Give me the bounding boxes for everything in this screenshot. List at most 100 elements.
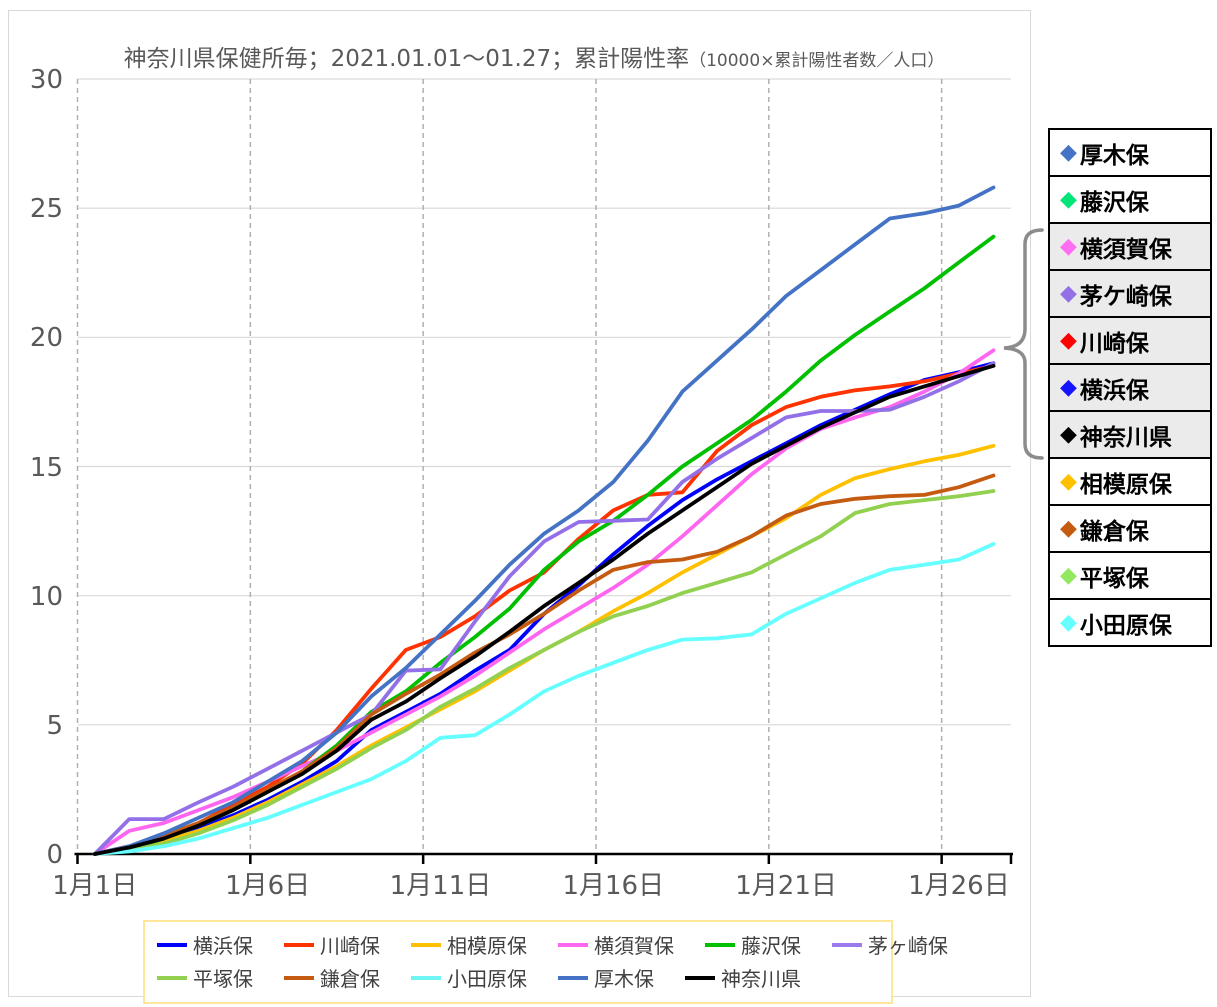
chart-title: 神奈川県保健所毎；2021.01.01〜01.27；累計陽性率（10000×累計…	[79, 39, 989, 73]
chart-title-main: 神奈川県保健所毎；2021.01.01〜01.27；累計陽性率	[123, 46, 690, 72]
chart-title-sub: （10000×累計陽性者数／人口）	[689, 51, 945, 71]
bottom-legend-item[interactable]: 川崎保	[284, 930, 380, 959]
right-legend-label: 厚木保	[1079, 142, 1149, 169]
bottom-legend-item[interactable]: 厚木保	[558, 963, 654, 992]
bottom-legend-item[interactable]: 相模原保	[411, 930, 527, 959]
diamond-marker-icon: ◆	[1060, 515, 1077, 541]
x-axis-label: 1月26日	[908, 871, 1010, 901]
right-legend-row[interactable]: ◆ 神奈川県	[1050, 410, 1210, 457]
series-line-kamakura[interactable]	[92, 473, 996, 856]
x-axis-label: 1月16日	[562, 871, 665, 901]
bottom-legend-item[interactable]: 平塚保	[157, 963, 253, 992]
diamond-marker-icon: ◆	[1060, 374, 1077, 400]
x-axis-label: 1月21日	[735, 871, 837, 901]
series-line-atsugi[interactable]	[92, 185, 996, 856]
diamond-marker-icon: ◆	[1060, 609, 1077, 635]
bottom-legend-item[interactable]: 神奈川県	[685, 963, 801, 992]
bottom-legend-label: 相模原保	[447, 934, 527, 958]
right-legend-label: 相模原保	[1079, 471, 1172, 498]
bottom-legend-label: 神奈川県	[721, 967, 801, 991]
series-line-chigasaki[interactable]	[92, 361, 996, 856]
right-legend-table: ◆ 厚木保 ◆ 藤沢保 ◆ 横須賀保 ◆ 茅ケ崎保 ◆ 川崎保 ◆ 横浜保 ◆ 神奈川県 ◆ 相模原保 ◆ 鎌倉保…	[1048, 128, 1212, 647]
bottom-legend-item[interactable]: 茅ヶ崎保	[832, 930, 948, 959]
series-line-yokohama[interactable]	[92, 361, 996, 856]
right-legend-row[interactable]: ◆ 相模原保	[1050, 457, 1210, 504]
y-axis-label: 30	[29, 65, 63, 95]
right-legend-label: 横須賀保	[1079, 236, 1172, 263]
bottom-legend-label: 横浜保	[193, 934, 253, 958]
series-line-hiratsuka[interactable]	[92, 489, 996, 856]
y-axis-label: 20	[29, 323, 63, 354]
diamond-marker-icon: ◆	[1060, 421, 1077, 447]
line-swatch-icon	[705, 942, 735, 947]
x-axis-label: 1月11日	[389, 871, 492, 901]
y-axis-label: 10	[29, 581, 63, 612]
plot-area	[74, 78, 1013, 864]
right-legend-row[interactable]: ◆ 横浜保	[1050, 363, 1210, 410]
bottom-legend-label: 川崎保	[320, 934, 380, 958]
line-swatch-icon	[558, 942, 588, 947]
bottom-legend-label: 鎌倉保	[320, 967, 380, 991]
diamond-marker-icon: ◆	[1060, 468, 1077, 494]
right-legend-label: 川崎保	[1079, 330, 1149, 357]
right-legend-row[interactable]: ◆ 川崎保	[1050, 316, 1210, 363]
bottom-legend-item[interactable]: 小田原保	[411, 963, 527, 992]
right-legend-row[interactable]: ◆ 厚木保	[1050, 130, 1210, 175]
line-swatch-icon	[558, 975, 588, 980]
bottom-legend: 横浜保 川崎保 相模原保 横須賀保 藤沢保 茅ヶ崎保平塚保 鎌倉保 小田原保 厚木保 神奈川県	[143, 920, 948, 1004]
right-legend-row[interactable]: ◆ 横須賀保	[1050, 222, 1210, 269]
x-axis-label: 1月1日	[52, 871, 138, 901]
line-swatch-icon	[832, 942, 862, 947]
series-line-kanagawa[interactable]	[92, 363, 996, 856]
diamond-marker-icon: ◆	[1060, 186, 1077, 212]
bottom-legend-item[interactable]: 鎌倉保	[284, 963, 380, 992]
bottom-legend-row: 横浜保 川崎保 相模原保 横須賀保 藤沢保 茅ヶ崎保	[157, 928, 948, 961]
diamond-marker-icon: ◆	[1060, 139, 1077, 165]
right-legend-row[interactable]: ◆ 鎌倉保	[1050, 504, 1210, 551]
y-axis-label: 0	[46, 840, 63, 870]
right-legend-row[interactable]: ◆ 茅ケ崎保	[1050, 269, 1210, 316]
right-legend-label: 鎌倉保	[1079, 518, 1149, 545]
right-legend-row[interactable]: ◆ 平塚保	[1050, 551, 1210, 598]
right-legend-label: 茅ケ崎保	[1079, 283, 1172, 310]
bottom-legend-label: 平塚保	[193, 967, 253, 991]
diamond-marker-icon: ◆	[1060, 233, 1077, 259]
bottom-legend-row: 平塚保 鎌倉保 小田原保 厚木保 神奈川県	[157, 961, 891, 994]
series-line-kawasaki[interactable]	[92, 363, 996, 856]
line-swatch-icon	[157, 975, 187, 980]
right-legend-label: 平塚保	[1079, 565, 1149, 592]
y-axis-label: 25	[29, 194, 63, 225]
x-axis-label: 1月6日	[225, 871, 311, 901]
line-swatch-icon	[284, 942, 314, 947]
line-swatch-icon	[411, 975, 441, 980]
right-legend-row[interactable]: ◆ 小田原保	[1050, 598, 1210, 645]
bottom-legend-item[interactable]: 藤沢保	[705, 930, 801, 959]
bottom-legend-label: 横須賀保	[594, 934, 674, 958]
bottom-legend-label: 茅ヶ崎保	[868, 934, 948, 958]
right-legend-label: 神奈川県	[1079, 424, 1172, 451]
diamond-marker-icon: ◆	[1060, 280, 1077, 306]
cluster-group-brace	[1003, 228, 1044, 460]
line-swatch-icon	[157, 942, 187, 947]
right-legend-label: 横浜保	[1079, 377, 1149, 404]
right-legend-label: 小田原保	[1079, 612, 1172, 639]
bottom-legend-item[interactable]: 横須賀保	[558, 930, 674, 959]
y-axis-label: 15	[29, 452, 63, 483]
chart-canvas: 神奈川県保健所毎；2021.01.01〜01.27；累計陽性率（10000×累計…	[8, 10, 1031, 997]
diamond-marker-icon: ◆	[1060, 327, 1077, 353]
bottom-legend-label: 藤沢保	[741, 934, 801, 958]
line-swatch-icon	[411, 942, 441, 947]
diamond-marker-icon: ◆	[1060, 562, 1077, 588]
line-swatch-icon	[284, 975, 314, 980]
y-axis-label: 5	[46, 710, 63, 741]
bottom-legend-label: 小田原保	[447, 967, 527, 991]
series-line-yokosuka[interactable]	[92, 348, 996, 856]
right-legend-label: 藤沢保	[1079, 189, 1149, 216]
series-line-odawara[interactable]	[92, 542, 996, 856]
line-swatch-icon	[685, 975, 715, 980]
bottom-legend-label: 厚木保	[594, 967, 654, 991]
series-line-fujisawa[interactable]	[92, 234, 996, 856]
bottom-legend-item[interactable]: 横浜保	[157, 930, 253, 959]
right-legend-row[interactable]: ◆ 藤沢保	[1050, 175, 1210, 222]
